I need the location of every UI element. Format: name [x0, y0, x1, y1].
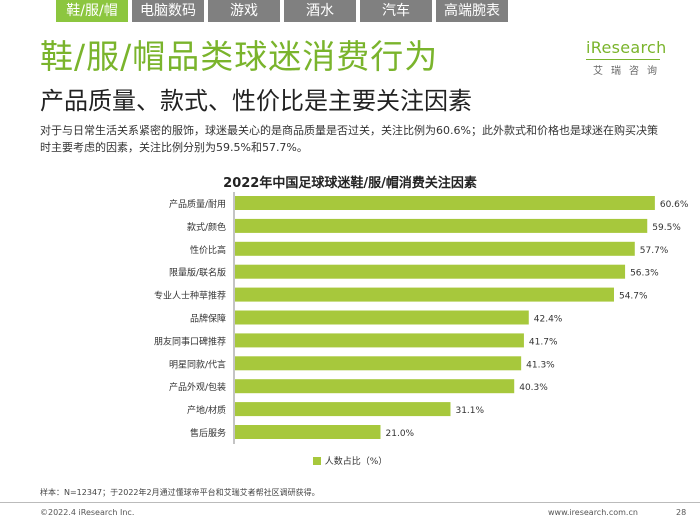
value-label: 59.5% — [652, 223, 681, 233]
bar — [235, 333, 524, 348]
value-label: 21.0% — [386, 429, 415, 439]
description-text: 对于与日常生活关系紧密的服饰，球迷最关心的是商品质量是否过关，关注比例为60.6… — [40, 124, 658, 154]
value-label: 56.3% — [630, 269, 659, 279]
sample-note: 样本：N=12347；于2022年2月通过懂球帝平台和艾瑞艾者帮社区调研获得。 — [40, 488, 320, 497]
bar-chart: 产品质量/耐用 60.6% 款式/颜色 59.5% 性价比高 57.7% 限量版/联名版 56… — [154, 192, 689, 444]
value-label: 60.6% — [660, 200, 689, 210]
bar — [235, 379, 515, 394]
iresearch-logo: iResearch 艾瑞咨询 — [586, 38, 666, 78]
tab-luxury-watches[interactable]: 高端腕表 — [436, 0, 508, 22]
copyright: ©2022.4 iResearch Inc. — [40, 508, 135, 517]
bar — [235, 287, 614, 302]
chart-title: 2022年中国足球球迷鞋/服/帽消费关注因素 — [223, 176, 477, 191]
bar — [235, 218, 648, 233]
page-subtitle: 产品质量、款式、性价比是主要关注因素 — [40, 87, 472, 115]
category-label: 限量版/联名版 — [169, 267, 226, 279]
value-label: 41.7% — [529, 337, 558, 347]
category-label: 产品质量/耐用 — [169, 198, 226, 210]
page-title: 鞋/服/帽品类球迷消费行为 — [40, 37, 439, 76]
value-label: 42.4% — [534, 315, 563, 325]
value-label: 54.7% — [619, 292, 648, 302]
page-number: 28 — [676, 508, 687, 517]
bar — [235, 402, 451, 417]
tab-shoes-clothes-hats[interactable]: 鞋/服/帽 — [56, 0, 128, 22]
logo-subtext: 艾瑞咨询 — [593, 66, 665, 77]
tab-computers-digital[interactable]: 电脑数码 — [132, 0, 204, 22]
category-label: 产地/材质 — [187, 404, 226, 416]
value-label: 41.3% — [526, 360, 555, 370]
bar — [235, 310, 529, 325]
bar — [235, 264, 626, 279]
logo-wordmark: iResearch — [586, 38, 667, 57]
bar — [235, 196, 655, 210]
tab-games[interactable]: 游戏 — [208, 0, 280, 22]
category-label: 专业人士种草推荐 — [154, 290, 226, 302]
category-label: 产品外观/包装 — [169, 381, 226, 393]
value-label: 40.3% — [519, 383, 548, 393]
legend-swatch — [312, 457, 321, 465]
bar — [235, 241, 635, 256]
tab-cars[interactable]: 汽车 — [360, 0, 432, 22]
bar — [235, 356, 522, 371]
footer-divider — [0, 502, 700, 503]
category-label: 款式/颜色 — [187, 221, 226, 233]
category-label: 品牌保障 — [190, 313, 226, 325]
category-tabs: 鞋/服/帽 电脑数码 游戏 酒水 汽车 高端腕表 — [56, 0, 512, 22]
legend-label: 人数占比（%） — [324, 457, 388, 467]
tab-liquor[interactable]: 酒水 — [284, 0, 356, 22]
bar — [235, 425, 381, 439]
value-label: 57.7% — [640, 246, 669, 256]
category-label: 朋友同事口碑推荐 — [154, 335, 226, 347]
category-label: 售后服务 — [190, 427, 226, 439]
category-label: 性价比高 — [190, 244, 226, 256]
website-link[interactable]: www.iresearch.com.cn — [548, 508, 638, 517]
logo-rule — [586, 59, 660, 60]
value-label: 31.1% — [455, 406, 484, 416]
chart-legend: 人数占比（%） — [0, 454, 700, 467]
category-label: 明星同款/代言 — [169, 358, 226, 370]
